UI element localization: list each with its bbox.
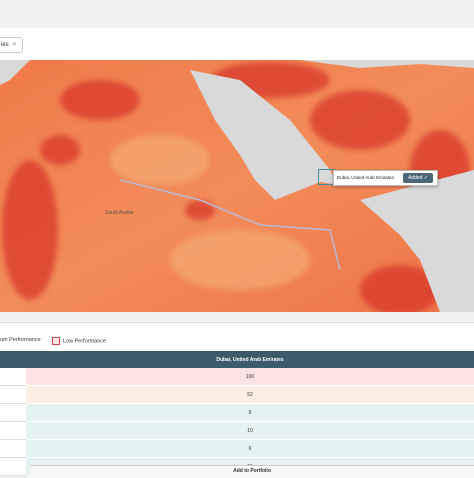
map-tooltip: Dubai, United Arab Emirates Added ✓ [333, 170, 438, 186]
filter-chip[interactable]: ies × [0, 37, 24, 53]
top-bar [0, 0, 474, 28]
map-country-label: Saudi Arabia [105, 210, 134, 216]
table-cell: 52 [26, 385, 474, 404]
chip-label: ies [1, 42, 9, 48]
filter-bar: ies × [0, 28, 474, 60]
add-to-portfolio-button[interactable]: Add to Portfolio [30, 465, 474, 478]
table-cell: 100 [26, 368, 474, 386]
table-cell: 6 [26, 439, 474, 458]
tooltip-location: Dubai, United Arab Emirates [337, 175, 394, 180]
table-header: Dubai, United Arab Emirates [26, 351, 474, 368]
chip-close[interactable]: × [12, 42, 17, 48]
legend-low-label: Low Performance [63, 338, 107, 345]
location-pin[interactable] [318, 169, 334, 185]
heat-map[interactable]: Saudi Arabia [0, 60, 474, 312]
results-table: Dubai, United Arab Emirates 100 52 9 10 … [0, 351, 474, 476]
results-panel: um Performance Low Performance Dubai, Un… [0, 322, 474, 478]
legend-medium: um Performance [0, 337, 41, 343]
added-button[interactable]: Added ✓ [402, 173, 433, 183]
table-cell: 9 [26, 403, 474, 422]
table-cell: 10 [26, 421, 474, 440]
legend-low: Low Performance [52, 337, 106, 345]
